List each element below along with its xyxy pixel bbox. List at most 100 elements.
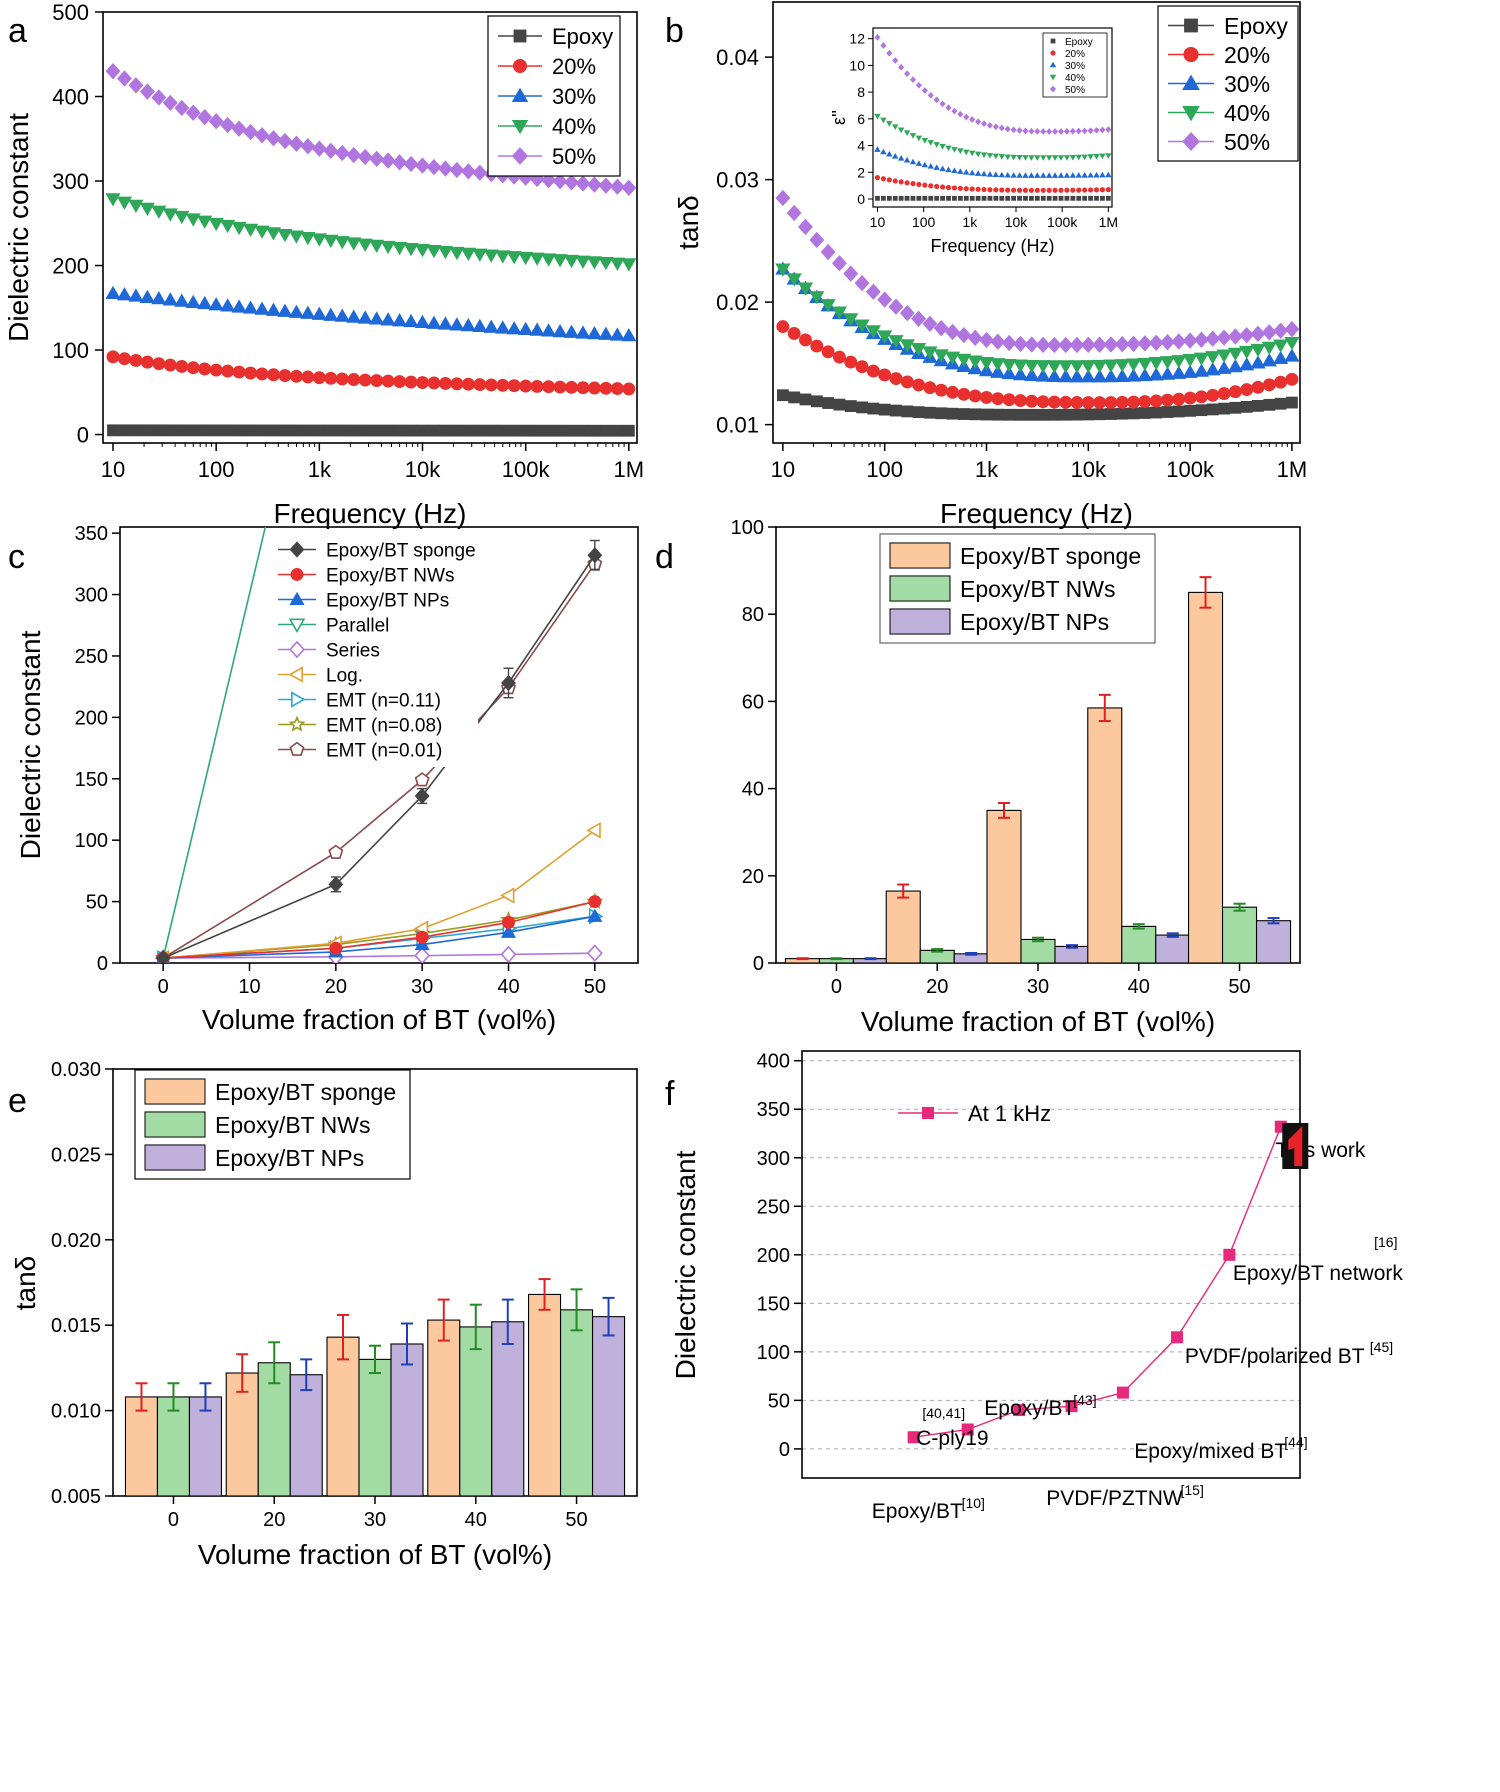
legend-entry: Epoxy [552, 24, 613, 49]
data-point [428, 424, 440, 437]
data-point [267, 424, 280, 437]
data-point [1261, 341, 1277, 355]
inset-series-20% [874, 175, 1111, 193]
data-point [472, 164, 488, 181]
y-tick-label: 150 [75, 769, 108, 791]
data-point [907, 1431, 920, 1444]
data-point [1125, 368, 1142, 382]
x-tick-label: 20 [263, 1509, 285, 1531]
data-point [609, 327, 625, 341]
series-line [162, 527, 267, 959]
y-tick-label: 0.010 [51, 1401, 101, 1423]
data-point [1194, 390, 1208, 404]
data-point [485, 424, 498, 437]
inset-data-point [1099, 153, 1106, 160]
series-40% [775, 263, 1300, 374]
data-point [1126, 335, 1141, 352]
data-point [130, 424, 142, 437]
data-point [265, 302, 282, 316]
data-point [1284, 348, 1300, 362]
inset-data-point [1057, 155, 1065, 161]
inset-data-point [969, 195, 975, 201]
data-point [187, 424, 200, 437]
inset-data-point [874, 146, 881, 152]
data-point [867, 402, 880, 415]
inset-legend-entry: 20% [1065, 49, 1085, 60]
y-tick-label: 350 [75, 523, 108, 545]
data-point [105, 285, 121, 299]
data-point [1149, 394, 1163, 408]
data-point [323, 234, 339, 249]
data-point [833, 398, 846, 411]
inset-data-point [975, 186, 981, 192]
legend-entry: Epoxy/BT sponge [215, 1079, 396, 1105]
inset-data-point [1081, 154, 1088, 161]
data-point [541, 253, 557, 267]
inset-series-50% [874, 34, 1112, 135]
data-point [1114, 336, 1130, 353]
inset-data-point [1034, 195, 1040, 201]
panel-b: 10 100 1k 10k 100k 1M0.010.020.030.04Frequenc… [665, 1, 1307, 529]
inset-chart: 10 100 1k 10k 100k 1M 0 2 4 6 8 10 12 Frequency (Hz) ε… [829, 27, 1118, 256]
data-point [186, 361, 200, 375]
data-point [946, 385, 960, 399]
inset-x-tick-label: 1M [1099, 214, 1118, 230]
y-tick-label: 0.020 [51, 1230, 101, 1252]
x-tick-label: 10 [238, 976, 260, 998]
bar [1255, 920, 1292, 964]
data-point [392, 241, 408, 256]
data-point [1138, 407, 1151, 419]
inset-data-point [1105, 195, 1111, 201]
data-point [1035, 336, 1051, 354]
data-point [1115, 395, 1129, 409]
inset-data-point [933, 96, 940, 104]
data-point [1205, 351, 1221, 365]
data-point [323, 142, 339, 160]
inset-data-point [1093, 187, 1100, 193]
data-point [405, 424, 417, 437]
data-point [797, 282, 814, 296]
data-point [231, 299, 247, 313]
data-point [449, 317, 465, 331]
data-point [197, 108, 213, 126]
data-point [855, 360, 869, 374]
y-tick-label: 300 [757, 1148, 790, 1170]
inset-data-point [980, 170, 988, 177]
inset-data-point [969, 169, 976, 176]
inset-data-point [874, 175, 881, 181]
data-point [105, 193, 121, 207]
data-point [843, 265, 859, 282]
inset-legend-entry: 30% [1065, 61, 1085, 72]
y-tick-label: 0.005 [51, 1486, 101, 1508]
data-point [242, 223, 259, 238]
data-point [587, 547, 603, 564]
panel-d: d 0 20 30 40 50 0 20 40 60 80 100 Volume fraction of… [655, 517, 1301, 1037]
data-point [1206, 388, 1220, 402]
data-point [392, 313, 408, 327]
data-point [911, 343, 927, 357]
data-point [810, 339, 824, 353]
data-point [956, 326, 972, 344]
data-point [1092, 336, 1108, 353]
inset-data-point [1105, 171, 1112, 178]
inset-data-point [1076, 187, 1082, 193]
data-point [1183, 391, 1197, 405]
bar [1221, 906, 1258, 964]
data-point [254, 301, 270, 315]
data-point [1171, 1331, 1184, 1344]
data-point [462, 424, 475, 437]
legend-marker [1182, 106, 1200, 122]
y-axis-label: tanδ [10, 1256, 41, 1311]
inset-data-point [1099, 187, 1106, 193]
series-Parallel [162, 527, 267, 959]
data-point [1080, 360, 1096, 374]
inset-data-point [981, 195, 987, 201]
legend-entry: Epoxy/BT sponge [326, 540, 476, 561]
data-point [437, 316, 453, 330]
data-point [922, 315, 938, 332]
data-point [990, 364, 1006, 378]
data-point [798, 218, 813, 236]
panel-label-d: d [655, 538, 674, 576]
